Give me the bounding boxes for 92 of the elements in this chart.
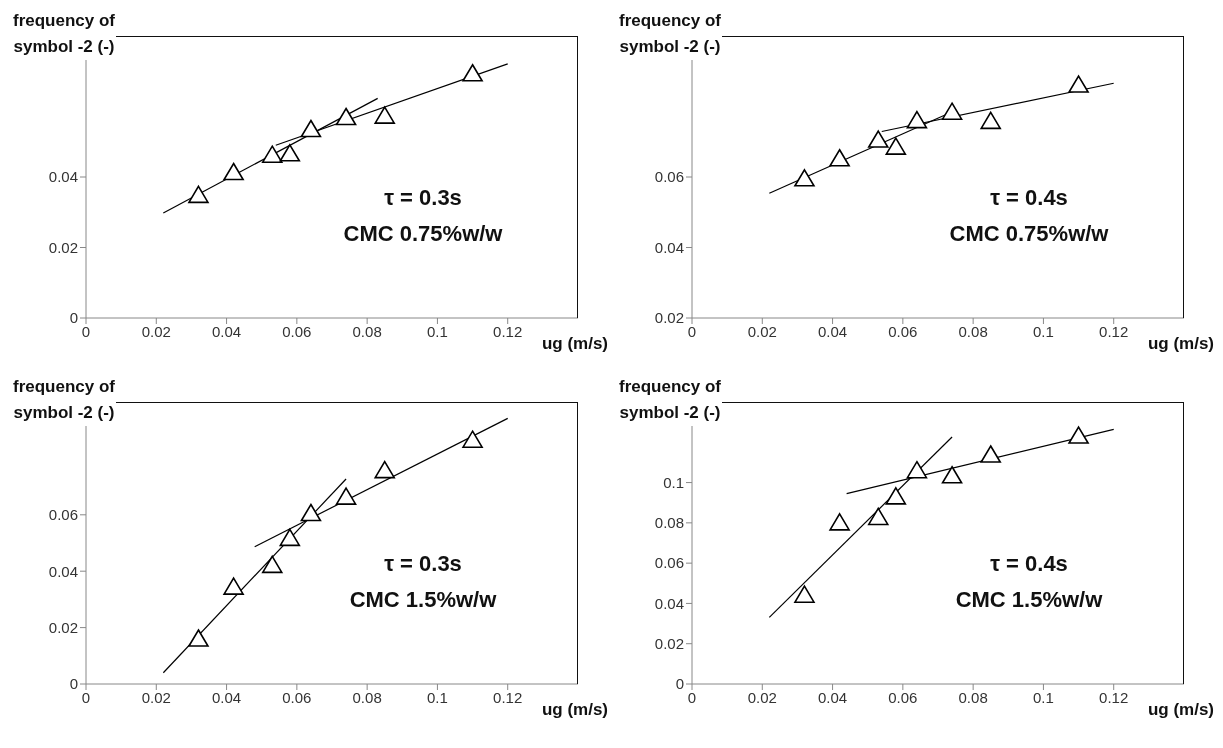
point (374, 460, 396, 479)
y-tick-label: 0.06 (48, 506, 78, 524)
y-tick-label: 0.04 (654, 238, 684, 256)
y-tick-label: 0.1 (663, 473, 684, 491)
y-axis-title: frequency of symbol -2 (-) (618, 8, 722, 60)
x-tick-label: 0 (687, 322, 697, 340)
x-tick-label: 0.08 (352, 688, 382, 706)
y-axis-title: frequency of symbol -2 (-) (618, 374, 722, 426)
point (462, 430, 483, 448)
point (261, 555, 283, 574)
x-tick-label: 0.1 (1033, 322, 1054, 340)
annotation: CMC 0.75%w/w (342, 220, 504, 248)
annotation: τ = 0.3s (383, 550, 463, 578)
point (279, 528, 301, 547)
point (829, 148, 850, 167)
point (980, 111, 1002, 130)
x-tick-label: 0.12 (1099, 322, 1129, 340)
point (223, 162, 244, 181)
x-tick-label: 0 (81, 322, 91, 340)
y-tick-label: 0 (69, 309, 78, 327)
point (374, 106, 396, 124)
y-tick-label: 0.06 (654, 168, 684, 186)
x-tick-label: 0.12 (493, 688, 523, 706)
x-tick-label: 0.1 (1033, 688, 1054, 706)
y-tick-label: 0 (675, 675, 684, 693)
point (462, 63, 483, 82)
y-tick-label: 0.08 (654, 514, 684, 532)
point (941, 102, 963, 120)
annotation: CMC 1.5%w/w (348, 586, 498, 614)
x-tick-label: 0.02 (747, 688, 777, 706)
x-tick-label: 0.08 (958, 688, 988, 706)
point (188, 629, 209, 647)
y-tick-label: 0.04 (48, 562, 78, 580)
y-tick-label: 0.02 (48, 238, 78, 256)
x-tick-label: 0.06 (888, 688, 918, 706)
point (885, 137, 907, 155)
x-tick-label: 0.06 (282, 688, 312, 706)
x-tick-label: 0 (687, 688, 697, 706)
y-tick-label: 0.04 (48, 168, 78, 186)
y-tick-label: 0.02 (654, 309, 684, 327)
point (829, 513, 850, 531)
annotation: CMC 1.5%w/w (954, 586, 1104, 614)
x-tick-label: 0 (81, 688, 91, 706)
point (980, 445, 1002, 463)
x-tick-label: 0.08 (352, 322, 382, 340)
x-tick-label: 0.12 (493, 322, 523, 340)
point (188, 185, 209, 204)
x-axis-title: ug (m/s) (541, 334, 608, 354)
annotation: τ = 0.3s (383, 184, 463, 212)
point (279, 143, 301, 162)
x-tick-label: 0.02 (141, 322, 171, 340)
y-tick-label: 0.04 (654, 594, 684, 612)
point (1068, 75, 1089, 93)
point (867, 507, 889, 526)
point (906, 110, 928, 129)
x-tick-label: 0.06 (888, 322, 918, 340)
y-axis-title: frequency of symbol -2 (-) (12, 374, 116, 426)
x-tick-label: 0.02 (141, 688, 171, 706)
x-tick-label: 0.1 (427, 688, 448, 706)
y-axis-title: frequency of symbol -2 (-) (12, 8, 116, 60)
x-tick-label: 0.08 (958, 322, 988, 340)
x-tick-label: 0.04 (817, 688, 848, 706)
y-tick-label: 0.02 (48, 618, 78, 636)
y-tick-label: 0 (69, 675, 78, 693)
y-tick-label: 0.06 (654, 554, 684, 572)
annotation: τ = 0.4s (989, 184, 1069, 212)
point (906, 460, 928, 479)
annotation: τ = 0.4s (989, 550, 1069, 578)
x-tick-label: 0.04 (211, 322, 242, 340)
x-tick-label: 0.04 (211, 688, 242, 706)
point (794, 585, 815, 603)
point (223, 577, 244, 595)
x-tick-label: 0.04 (817, 322, 848, 340)
point (794, 169, 815, 187)
point (335, 487, 357, 505)
point (300, 503, 322, 522)
x-tick-label: 0.02 (747, 322, 777, 340)
annotation: CMC 0.75%w/w (948, 220, 1110, 248)
point (885, 487, 907, 505)
y-tick-label: 0.02 (654, 635, 684, 653)
x-axis-title: ug (m/s) (1147, 334, 1214, 354)
point (335, 107, 357, 126)
x-tick-label: 0.1 (427, 322, 448, 340)
point (300, 119, 322, 138)
x-axis-title: ug (m/s) (541, 700, 608, 720)
point (1068, 426, 1089, 444)
point (261, 145, 283, 163)
point (941, 465, 963, 484)
point (867, 130, 889, 148)
x-tick-label: 0.12 (1099, 688, 1129, 706)
x-tick-label: 0.06 (282, 322, 312, 340)
x-axis-title: ug (m/s) (1147, 700, 1214, 720)
